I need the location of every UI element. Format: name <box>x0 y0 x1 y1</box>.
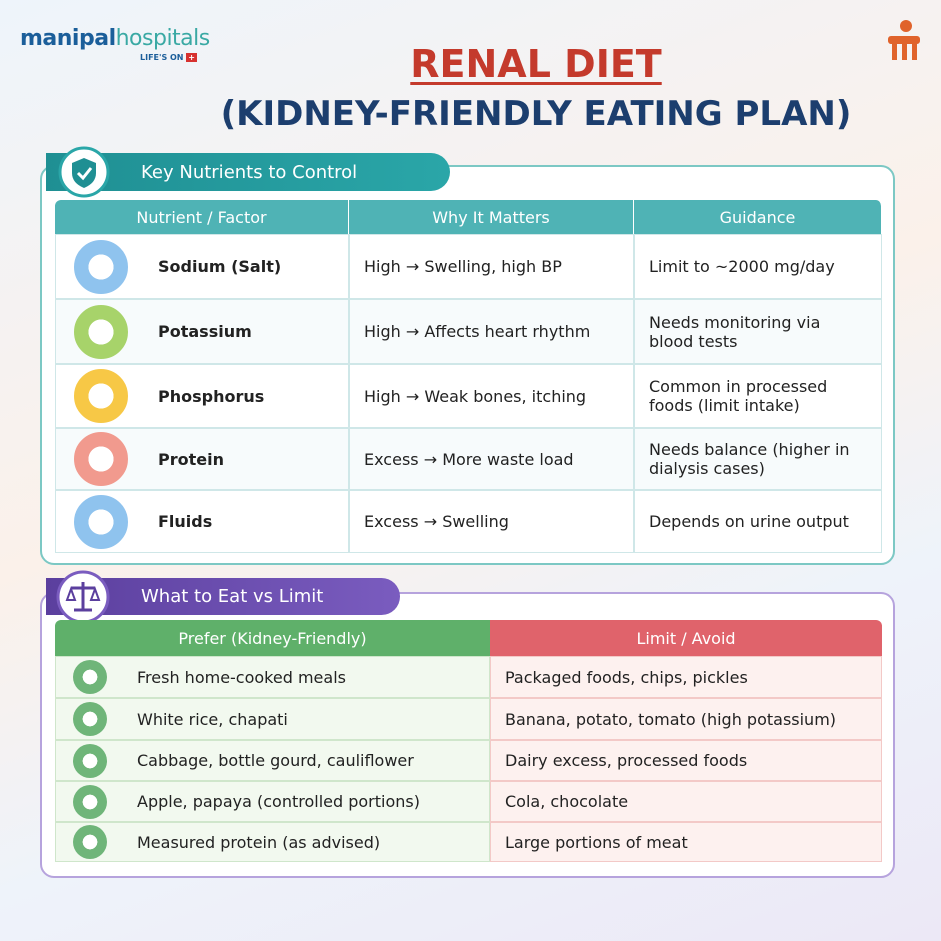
table-cell-text: Common in processed foods (limit intake) <box>649 377 828 415</box>
food-icon <box>73 660 107 694</box>
table-cell-text: High → Affects heart rhythm <box>364 322 591 341</box>
table-cell-text: Needs balance (higher in dialysis cases) <box>649 440 850 478</box>
food-icon <box>73 784 107 819</box>
title: RENAL DIET <box>410 42 662 86</box>
nutrient-name-text: Potassium <box>158 322 252 341</box>
prefer-item: Measured protein (as advised) <box>55 822 490 862</box>
table-cell: Needs monitoring via blood tests <box>634 299 882 364</box>
heading-text: Key Nutrients to Control <box>141 161 358 183</box>
column-header-text: Why It Matters <box>432 207 550 227</box>
prefer-header-text: Prefer (Kidney-Friendly) <box>178 628 367 648</box>
logo-name: hospitals <box>115 26 211 51</box>
table-cell: Needs balance (higher in dialysis cases) <box>634 428 882 490</box>
prefer-item-text: Measured protein (as advised) <box>137 832 381 852</box>
subtitle: (KIDNEY-FRIENDLY EATING PLAN) <box>220 94 852 134</box>
table-cell-text: High → Swelling, high BP <box>364 257 562 276</box>
prefer-item-text: Fresh home-cooked meals <box>137 667 346 687</box>
nutrient-icon <box>74 494 128 549</box>
limit-header-text: Limit / Avoid <box>636 628 736 648</box>
table-cell: Excess → Swelling <box>349 490 634 553</box>
food-icon <box>73 743 107 778</box>
prefer-item: Apple, papaya (controlled portions) <box>55 781 490 822</box>
nutrient-name-text: Sodium (Salt) <box>158 257 282 276</box>
limit-item: Dairy excess, processed foods <box>490 740 882 781</box>
table-cell-text: Depends on urine output <box>649 512 849 531</box>
table-cell-text: Limit to ~2000 mg/day <box>649 257 835 276</box>
limit-item-text: Packaged foods, chips, pickles <box>505 667 748 687</box>
prefer-item-text: Apple, papaya (controlled portions) <box>137 792 420 811</box>
prefer-item-text: White rice, chapati <box>137 709 288 729</box>
table-cell-text: Needs monitoring via blood tests <box>649 312 821 351</box>
scale-icon <box>56 570 110 624</box>
nutrient-name: Sodium (Salt) <box>55 234 349 299</box>
limit-item-text: Large portions of meat <box>505 832 688 852</box>
nutrient-icon <box>74 369 128 423</box>
logo-tagline: LIFE'S ON + <box>140 53 197 62</box>
column-header: Why It Matters <box>349 200 634 234</box>
table-cell: High → Weak bones, itching <box>349 364 634 428</box>
limit-item-text: Dairy excess, processed foods <box>505 751 748 770</box>
logo: manipalhospitals <box>20 26 210 51</box>
tagline: LIFE'S ON <box>140 53 184 62</box>
column-header-text: Guidance <box>719 207 796 227</box>
food-icon <box>73 825 107 859</box>
column-header: Guidance <box>634 200 882 234</box>
section-heading: Key Nutrients to Control <box>46 153 450 191</box>
nutrient-name-text: Protein <box>158 449 224 469</box>
nutrient-icon <box>74 304 128 359</box>
prefer-item: Cabbage, bottle gourd, cauliflower <box>55 740 490 781</box>
table-cell: Limit to ~2000 mg/day <box>634 234 882 299</box>
nutrient-name-text: Fluids <box>158 512 213 531</box>
prefer-header: Prefer (Kidney-Friendly) <box>55 620 490 656</box>
food-icon <box>73 702 107 736</box>
limit-item-text: Cola, chocolate <box>505 792 629 811</box>
shield-icon <box>58 146 110 198</box>
heading-text: What to Eat vs Limit <box>141 586 324 607</box>
nutrient-name-text: Phosphorus <box>158 386 265 406</box>
prefer-item: White rice, chapati <box>55 698 490 740</box>
limit-item: Banana, potato, tomato (high potassium) <box>490 698 882 740</box>
logo-name: manipal <box>20 26 116 51</box>
table-cell: Depends on urine output <box>634 490 882 553</box>
table-cell: High → Affects heart rhythm <box>349 299 634 364</box>
limit-item: Large portions of meat <box>490 822 882 862</box>
table-cell-text: Excess → Swelling <box>364 512 509 531</box>
limit-item: Packaged foods, chips, pickles <box>490 656 882 698</box>
brand-mark <box>888 20 920 60</box>
limit-item-text: Banana, potato, tomato (high potassium) <box>505 709 837 729</box>
column-header-text: Nutrient / Factor <box>136 207 267 227</box>
nutrient-icon <box>74 432 128 486</box>
table-cell: Common in processed foods (limit intake) <box>634 364 882 428</box>
table-cell-text: Excess → More waste load <box>364 449 574 469</box>
prefer-item: Fresh home-cooked meals <box>55 656 490 698</box>
table-cell: High → Swelling, high BP <box>349 234 634 299</box>
table-cell: Excess → More waste load <box>349 428 634 490</box>
table-cell-text: High → Weak bones, itching <box>364 386 587 406</box>
prefer-item-text: Cabbage, bottle gourd, cauliflower <box>137 751 414 770</box>
limit-header: Limit / Avoid <box>490 620 882 656</box>
limit-item: Cola, chocolate <box>490 781 882 822</box>
column-header: Nutrient / Factor <box>55 200 349 234</box>
nutrient-icon <box>74 239 128 294</box>
